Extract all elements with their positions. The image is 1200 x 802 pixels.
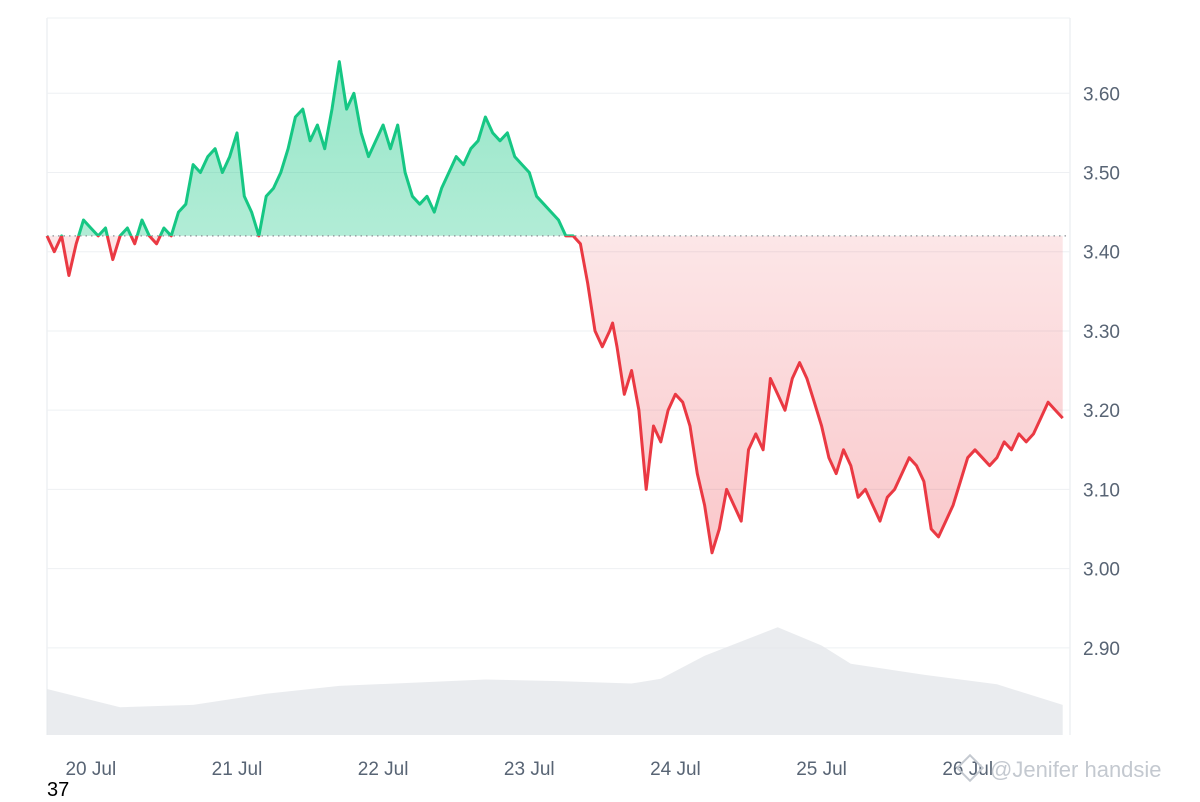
price-line-up (47, 60, 576, 236)
corner-label: 37 (47, 779, 70, 801)
axis-labels: 3.60 3.50 3.40 3.30 3.20 3.10 3.00 2.90 20 Jul 21… (65, 84, 1119, 780)
y-tick-label: 3.20 (1083, 401, 1120, 422)
price-line-down (45, 235, 1064, 555)
watermark-text: @Jenifer handsie (990, 757, 1162, 782)
y-tick-label: 3.00 (1083, 560, 1120, 581)
price-fill (47, 61, 1063, 553)
x-tick-label: 25 Jul (796, 759, 847, 780)
grid-layer (46, 17, 1071, 735)
y-tick-label: 3.10 (1083, 480, 1120, 501)
y-tick-label: 3.50 (1083, 163, 1120, 184)
watermark-logo-icon (955, 753, 985, 783)
y-tick-label: 3.60 (1083, 84, 1120, 105)
price-line (45, 60, 1070, 555)
x-tick-label: 26 Jul (942, 759, 993, 780)
y-tick-label: 3.40 (1083, 243, 1120, 264)
y-tick-label: 3.30 (1083, 322, 1120, 343)
watermark: @Jenifer handsie (955, 753, 1162, 783)
x-tick-label: 24 Jul (650, 759, 701, 780)
x-tick-label: 21 Jul (212, 759, 263, 780)
x-tick-label: 23 Jul (504, 759, 555, 780)
price-fill-down (47, 235, 1063, 553)
volume-area-path (47, 627, 1063, 735)
price-fill-up (78, 61, 566, 236)
volume-area (47, 627, 1063, 735)
x-tick-label: 22 Jul (358, 759, 409, 780)
y-tick-label: 2.90 (1083, 639, 1120, 660)
x-tick-label: 20 Jul (65, 759, 116, 780)
